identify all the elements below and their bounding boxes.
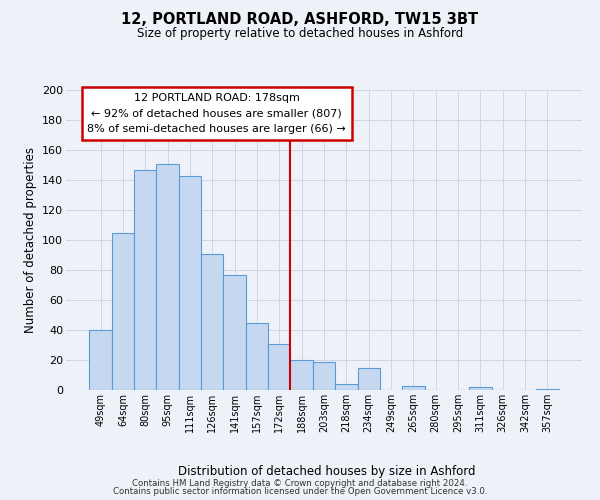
Bar <box>246 322 268 390</box>
Bar <box>179 176 201 390</box>
Y-axis label: Number of detached properties: Number of detached properties <box>23 147 37 333</box>
Bar <box>469 387 491 390</box>
Bar <box>358 368 380 390</box>
Text: 12, PORTLAND ROAD, ASHFORD, TW15 3BT: 12, PORTLAND ROAD, ASHFORD, TW15 3BT <box>121 12 479 28</box>
Bar <box>290 360 313 390</box>
Text: Size of property relative to detached houses in Ashford: Size of property relative to detached ho… <box>137 28 463 40</box>
Bar <box>223 274 246 390</box>
Text: Contains HM Land Registry data © Crown copyright and database right 2024.: Contains HM Land Registry data © Crown c… <box>132 478 468 488</box>
Text: 12 PORTLAND ROAD: 178sqm
← 92% of detached houses are smaller (807)
8% of semi-d: 12 PORTLAND ROAD: 178sqm ← 92% of detach… <box>88 93 346 134</box>
Bar <box>313 362 335 390</box>
Bar <box>268 344 290 390</box>
Bar <box>335 384 358 390</box>
Bar <box>157 164 179 390</box>
Text: Distribution of detached houses by size in Ashford: Distribution of detached houses by size … <box>178 464 476 477</box>
Bar <box>112 232 134 390</box>
Bar <box>201 254 223 390</box>
Bar <box>536 388 559 390</box>
Bar <box>402 386 425 390</box>
Bar <box>134 170 157 390</box>
Text: Contains public sector information licensed under the Open Government Licence v3: Contains public sector information licen… <box>113 487 487 496</box>
Bar <box>89 330 112 390</box>
